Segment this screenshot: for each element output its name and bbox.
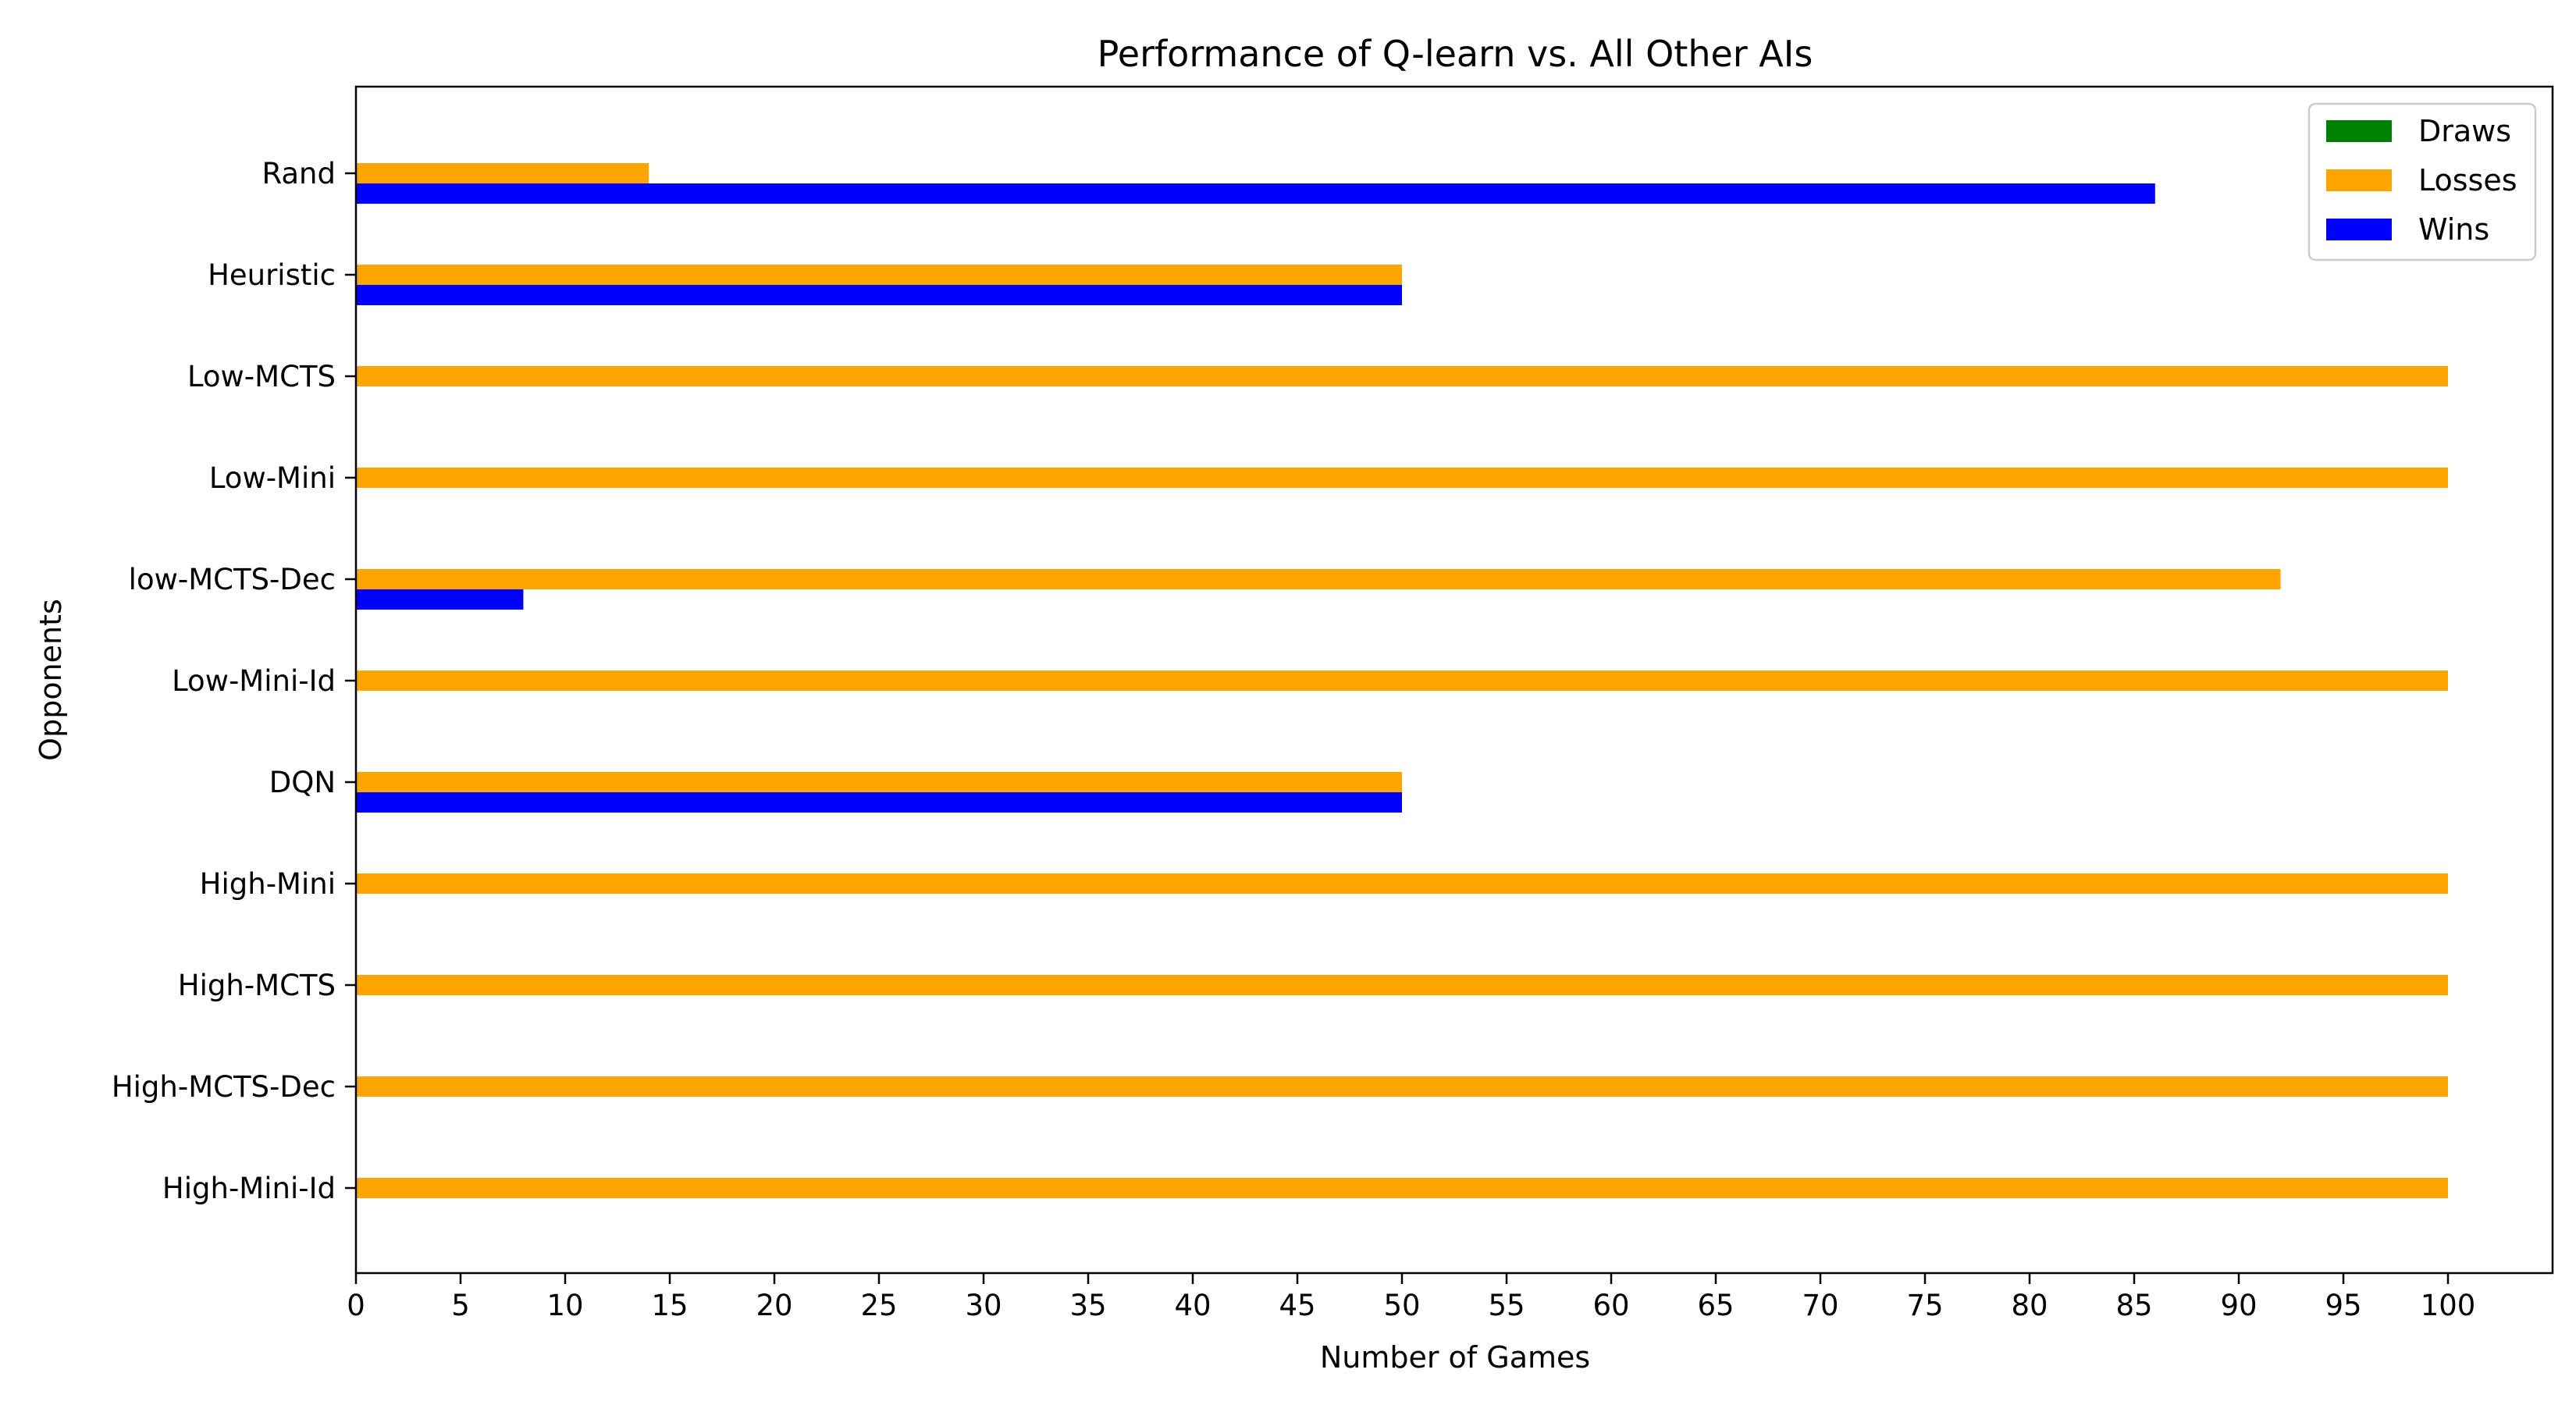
bar-losses-low-mini [356,468,2448,488]
x-tick-label: 90 [2220,1289,2257,1322]
legend-swatch-draws [2326,120,2392,142]
y-tick-label: Rand [262,157,336,190]
x-tick-label: 5 [451,1289,470,1322]
x-tick-label: 100 [2421,1289,2476,1322]
x-tick-label: 80 [2011,1289,2048,1322]
x-tick-label: 15 [651,1289,688,1322]
x-tick-label: 55 [1488,1289,1525,1322]
x-tick-label: 50 [1383,1289,1420,1322]
legend: Draws Losses Wins [2307,102,2537,261]
x-tick-label: 30 [965,1289,1002,1322]
x-tick-label: 60 [1592,1289,1629,1322]
y-tick-label: Low-MCTS [187,360,336,393]
legend-label-draws: Draws [2418,114,2511,148]
bar-losses-high-mcts [356,975,2448,995]
bar-losses-heuristic [356,265,1402,285]
bar-losses-high-mcts-dec [356,1076,2448,1097]
x-tick-label: 35 [1069,1289,1106,1322]
y-tick-label: DQN [269,766,336,799]
legend-swatch-losses [2326,169,2392,191]
y-tick-label: Low-Mini [209,461,336,495]
legend-label-losses: Losses [2418,163,2517,197]
bar-wins-dqn [356,792,1402,813]
x-tick-label: 20 [756,1289,792,1322]
bar-losses-low-mcts-dec [356,569,2281,589]
x-axis-label: Number of Games [1320,1340,1590,1375]
bar-losses-rand [356,163,649,183]
x-tick-label: 85 [2115,1289,2152,1322]
y-tick-label: High-MCTS-Dec [112,1070,336,1104]
x-tick-label: 70 [1802,1289,1838,1322]
bar-wins-low-mcts-dec [356,589,524,610]
y-tick-label: High-MCTS [178,969,336,1002]
y-tick-label: low-MCTS-Dec [129,563,336,596]
y-axis-label: Opponents [34,599,68,761]
y-tick-label: Heuristic [208,258,336,292]
bar-wins-heuristic [356,285,1402,305]
y-tick-label: Low-Mini-Id [172,664,336,698]
x-tick-label: 25 [860,1289,897,1322]
x-tick-label: 10 [546,1289,583,1322]
y-tick-label: High-Mini [200,867,336,901]
bar-losses-high-mini [356,873,2448,894]
legend-label-wins: Wins [2418,212,2489,247]
x-tick-label: 75 [1906,1289,1943,1322]
x-tick-label: 40 [1174,1289,1211,1322]
x-axis: 0 5 10 15 20 25 30 35 40 45 50 55 60 65 70 75 80 85 90 95 10… [347,1273,2475,1322]
bars [356,163,2448,1198]
bar-wins-rand [356,183,2155,204]
bar-losses-low-mcts [356,366,2448,386]
bar-losses-high-mini-id [356,1178,2448,1198]
y-axis: Rand Heuristic Low-MCTS Low-Mini low-MCTS-De… [112,157,356,1205]
bar-losses-dqn [356,772,1402,792]
x-tick-label: 0 [347,1289,365,1322]
x-tick-label: 45 [1279,1289,1315,1322]
bar-losses-low-mini-id [356,670,2448,691]
chart-title: Performance of Q-learn vs. All Other AIs [1098,33,1813,75]
x-tick-label: 95 [2325,1289,2361,1322]
x-tick-label: 65 [1697,1289,1734,1322]
y-tick-label: High-Mini-Id [162,1172,336,1205]
legend-swatch-wins [2326,219,2392,240]
